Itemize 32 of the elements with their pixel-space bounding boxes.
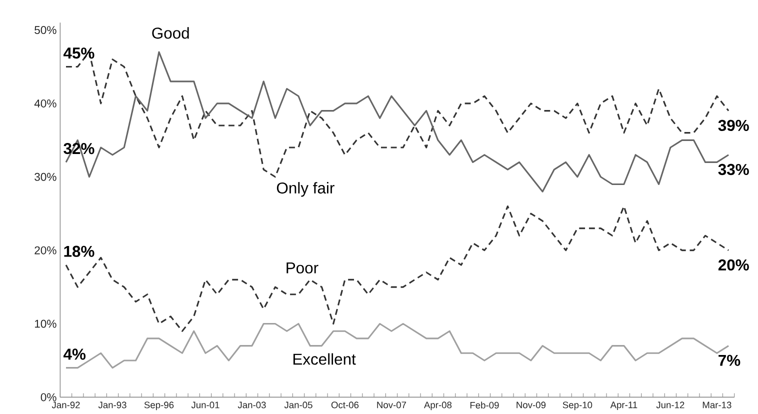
x-tick-label: Sep-96: [144, 402, 174, 410]
series-label: Only fair: [276, 182, 334, 197]
data-label: 4%: [63, 348, 86, 360]
y-tick-label: 40%: [34, 99, 56, 108]
x-tick-label: Nov-07: [377, 402, 406, 408]
data-label: 7%: [718, 354, 740, 366]
data-label: 45%: [63, 48, 94, 59]
y-tick-label: 10%: [34, 320, 56, 328]
x-tick-label: Feb-09: [470, 402, 499, 409]
x-tick-label: Sep-10: [562, 402, 592, 410]
series-label: Poor: [286, 262, 318, 274]
x-tick-label: Jun-12: [656, 402, 684, 408]
y-tick-label: 50%: [34, 26, 56, 34]
x-tick-label: Oct-06: [331, 402, 359, 408]
data-label: 39%: [718, 120, 749, 132]
data-label: 20%: [718, 259, 749, 271]
x-tick-label: Jan-03: [238, 402, 266, 408]
series-label: Excellent: [293, 353, 356, 365]
x-tick-label: Apr-08: [424, 402, 452, 410]
x-tick-label: Nov-09: [516, 402, 546, 408]
y-tick-label: 0%: [40, 393, 56, 402]
x-tick-label: Apr-11: [610, 402, 638, 410]
x-tick-label: Jan-92: [52, 402, 80, 408]
x-tick-label: Mar-13: [702, 402, 732, 408]
series-label: Good: [152, 27, 189, 39]
y-tick-label: 30%: [34, 172, 56, 181]
x-tick-label: Jan-93: [98, 402, 126, 408]
data-label: 33%: [718, 164, 749, 176]
data-label: 18%: [64, 246, 94, 257]
x-tick-label: Jan-05: [284, 402, 312, 408]
x-tick-label: Jun-01: [191, 402, 220, 408]
y-tick-label: 20%: [34, 246, 56, 254]
